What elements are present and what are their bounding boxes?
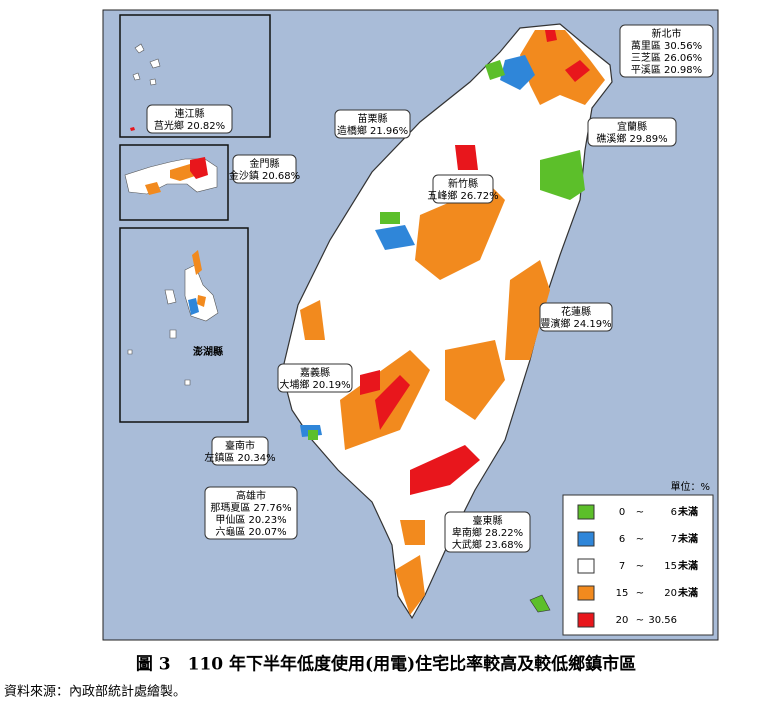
callout-line: 莒光鄉 20.82% — [154, 119, 225, 132]
legend-to: 7 — [671, 534, 677, 545]
south-orange — [300, 300, 425, 615]
callout-title: 連江縣 — [175, 107, 205, 120]
callout-line: 礁溪鄉 29.89% — [596, 132, 667, 145]
callout-box — [539, 302, 613, 332]
legend-note: 未滿 — [677, 559, 698, 572]
callout-title: 新北市 — [652, 27, 682, 40]
north-orange — [520, 30, 605, 105]
green-island — [529, 594, 551, 613]
legend-to: 15 — [664, 561, 677, 572]
kinmen-red — [190, 157, 208, 179]
legend-separator: ~ — [636, 507, 644, 518]
callout-title: 苗栗縣 — [358, 113, 388, 125]
callout-box — [232, 154, 297, 184]
callout-title: 嘉義縣 — [300, 366, 330, 379]
callout-line: 萬里區 30.56% — [631, 39, 702, 52]
callout-line: 甲仙區 20.23% — [215, 513, 286, 526]
callout-title: 金門縣 — [250, 157, 280, 170]
legend-from: 15 — [616, 588, 629, 599]
legend-from: 0 — [619, 507, 625, 518]
matsu-islands — [132, 43, 161, 86]
west-blue — [300, 225, 415, 437]
callout-box — [619, 24, 714, 78]
legend-swatch — [577, 531, 595, 547]
callout-title: 臺南市 — [225, 439, 255, 452]
legend-from: 6 — [619, 534, 625, 545]
east-orange — [445, 340, 505, 420]
legend-separator: ~ — [636, 615, 644, 626]
legend-swatch — [577, 585, 595, 601]
callout-box — [587, 117, 677, 147]
callout-line: 金沙鎮 20.68% — [229, 169, 300, 182]
penghu-islands — [127, 264, 219, 386]
callout-line: 造橋鄉 21.96% — [337, 124, 408, 137]
north-red — [545, 30, 590, 82]
north-blue — [500, 55, 535, 90]
penghu-orange — [192, 250, 206, 307]
callout-line: 豐濱鄉 24.19% — [540, 317, 611, 330]
unit-label: 單位：% — [670, 480, 710, 493]
yilan-green — [540, 150, 585, 200]
callout-line: 大埔鄉 20.19% — [279, 378, 350, 391]
legend-to: 6 — [671, 507, 677, 518]
callout-title: 新竹縣 — [448, 177, 478, 190]
inset-penghu — [119, 227, 249, 423]
legend-swatch — [577, 504, 595, 520]
legend-separator: ~ — [636, 588, 644, 599]
hualien-orange — [505, 260, 550, 360]
source: 資料來源：內政部統計處繪製。 — [4, 684, 186, 700]
callout-box — [432, 174, 494, 204]
callout-line: 三芝區 26.06% — [631, 51, 702, 64]
kinmen-orange — [145, 164, 195, 195]
taiwan-island — [281, 23, 613, 620]
wufeng-red — [455, 145, 478, 170]
callout-box — [211, 436, 269, 466]
legend-to: 20 — [664, 588, 677, 599]
legend-to: 30.56 — [648, 615, 677, 626]
callout-line: 左鎮區 20.34% — [204, 451, 275, 464]
central-orange — [415, 185, 505, 280]
penghu-blue — [188, 298, 199, 315]
callout-line: 六龜區 20.07% — [215, 525, 286, 538]
callout-box — [146, 104, 233, 134]
penghu-label: 澎湖縣 — [193, 345, 223, 358]
callout-box — [277, 363, 353, 393]
callout-line: 大武鄉 23.68% — [452, 538, 523, 551]
legend-note: 未滿 — [677, 586, 698, 599]
legend-separator: ~ — [636, 561, 644, 572]
north-green — [485, 60, 505, 80]
matsu-red — [130, 127, 135, 131]
callout-line: 平溪區 20.98% — [631, 64, 702, 76]
legend-note: 未滿 — [677, 532, 698, 545]
chiayi-red — [360, 370, 410, 430]
legend-note: 未滿 — [677, 505, 698, 518]
callout-line: 那瑪夏區 27.76% — [210, 502, 291, 514]
south-red — [410, 445, 480, 495]
callout-box — [204, 486, 298, 540]
callout-title: 臺東縣 — [473, 514, 503, 527]
callout-title: 花蓮縣 — [561, 305, 591, 318]
legend-separator: ~ — [636, 534, 644, 545]
callout-line: 五峰鄉 26.72% — [427, 189, 498, 202]
callout-line: 卑南鄉 28.22% — [452, 526, 523, 539]
callout-title: 宜蘭縣 — [617, 120, 647, 133]
callout-title: 高雄市 — [236, 489, 266, 502]
callout-box — [334, 109, 411, 139]
caption: 圖 3 110 年下半年低度使用(用電)住宅比率較高及較低鄉鎮市區 — [136, 654, 636, 675]
legend-swatch — [577, 612, 595, 628]
callout-box — [444, 511, 531, 553]
legend-swatch — [577, 558, 595, 574]
legend-from: 7 — [619, 561, 625, 572]
legend-from: 20 — [616, 615, 629, 626]
